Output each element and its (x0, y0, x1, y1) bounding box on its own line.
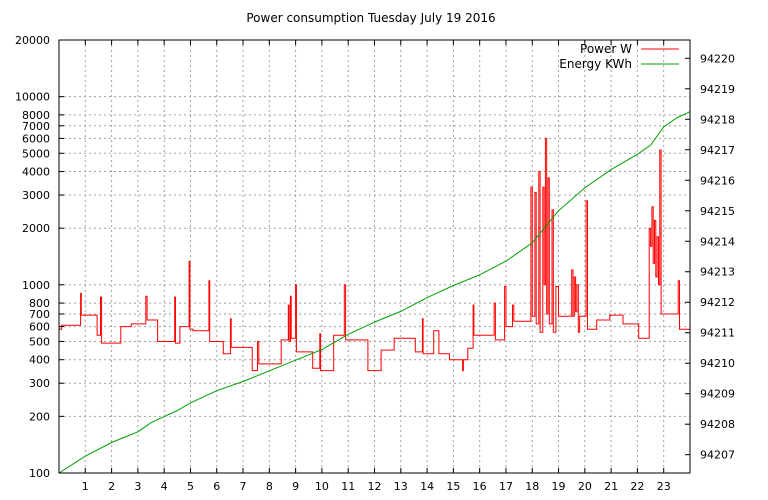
y-tick-label-4: 500 (29, 335, 50, 348)
x-tick-label-1: 2 (108, 480, 115, 493)
x-tick-label-6: 7 (240, 480, 247, 493)
x-tick-label-7: 8 (266, 480, 273, 493)
x-tick-label-12: 13 (394, 480, 408, 493)
series-layer (58, 111, 691, 474)
y2-tick-label-2: 94209 (700, 388, 735, 401)
x-tick-label-13: 14 (420, 480, 434, 493)
x-tick-label-0: 1 (82, 480, 89, 493)
y2-tick-label-1: 94208 (700, 418, 735, 431)
y-tick-label-10: 3000 (22, 189, 50, 202)
x-tick-label-4: 5 (187, 480, 194, 493)
y2-tick-label-12: 94219 (700, 83, 735, 96)
y2-tick-label-10: 94217 (700, 144, 735, 157)
x-tick-label-3: 4 (161, 480, 168, 493)
x-tick-label-18: 19 (552, 480, 566, 493)
y-tick-label-3: 400 (29, 354, 50, 367)
y2-tick-label-7: 94214 (700, 235, 735, 248)
y2-tick-label-5: 94212 (700, 296, 735, 309)
legend-label-0: Power W (580, 42, 632, 56)
x-tick-label-16: 17 (499, 480, 513, 493)
y2-tick-label-3: 94210 (700, 357, 735, 370)
y-tick-label-12: 5000 (22, 147, 50, 160)
y-tick-label-0: 100 (29, 467, 50, 480)
y-tick-label-15: 8000 (22, 109, 50, 122)
y2-tick-label-9: 94216 (700, 174, 735, 187)
x-tick-label-8: 9 (292, 480, 299, 493)
x-tick-label-19: 20 (578, 480, 592, 493)
x-tick-label-17: 18 (525, 480, 539, 493)
grid-lines (59, 39, 690, 474)
x-tick-label-14: 15 (446, 480, 460, 493)
y-tick-label-6: 700 (29, 308, 50, 321)
y-tick-label-13: 6000 (22, 132, 50, 145)
y-tick-label-14: 7000 (22, 120, 50, 133)
y-tick-label-7: 800 (29, 297, 50, 310)
x-axis: 1 2 3 4 5 6 7 8 9 10 11 12 13 14 15 16 17 18 19 20 21 22 23 (82, 40, 671, 493)
y2-tick-label-6: 94213 (700, 266, 735, 279)
y-tick-label-16: 10000 (15, 91, 50, 104)
y-tick-label-9: 2000 (22, 222, 50, 235)
x-tick-label-21: 22 (630, 480, 644, 493)
chart-title: Power consumption Tuesday July 19 2016 (246, 11, 495, 25)
y-tick-label-17: 20000 (15, 34, 50, 47)
x-tick-label-11: 12 (368, 480, 382, 493)
y-tick-label-11: 4000 (22, 166, 50, 179)
x-tick-label-15: 16 (473, 480, 487, 493)
y2-tick-label-11: 94218 (700, 113, 735, 126)
x-tick-label-22: 23 (657, 480, 671, 493)
legend-label-1: Energy KWh (559, 57, 632, 71)
x-tick-label-20: 21 (604, 480, 618, 493)
y2-tick-label-0: 94207 (700, 449, 735, 462)
x-tick-label-10: 11 (341, 480, 355, 493)
y-axis-right: 94207 94208 94209 94210 94211 94212 94213 94214… (685, 52, 735, 462)
x-tick-label-2: 3 (134, 480, 141, 493)
y-tick-label-5: 600 (29, 321, 50, 334)
y-tick-label-1: 200 (29, 410, 50, 423)
y-tick-label-8: 1000 (22, 279, 50, 292)
y-tick-label-2: 300 (29, 377, 50, 390)
y2-tick-label-13: 94220 (700, 52, 735, 65)
series-line-0 (59, 137, 690, 372)
y2-tick-label-4: 94211 (700, 327, 735, 340)
x-tick-label-9: 10 (315, 480, 329, 493)
series-line-1 (58, 111, 691, 474)
x-tick-label-5: 6 (213, 480, 220, 493)
y2-tick-label-8: 94215 (700, 205, 735, 218)
